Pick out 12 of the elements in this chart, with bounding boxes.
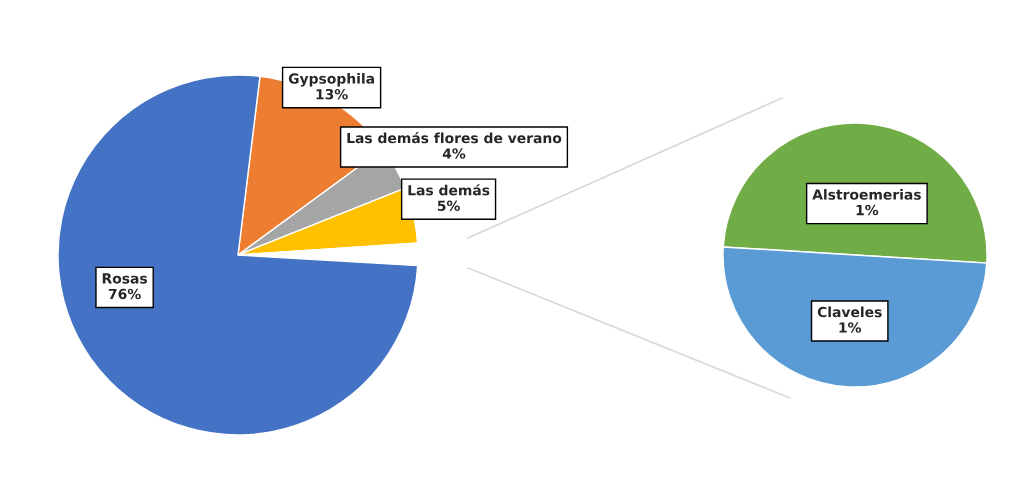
data-label: 5% (437, 200, 460, 212)
slice-label: Alstroemerias (812, 189, 921, 200)
slice-label: Claveles (817, 306, 882, 318)
data-label: 4% (442, 148, 466, 159)
slice-label: Gypsophila (288, 73, 374, 87)
data-label: 13% (316, 88, 348, 100)
data-label: 1% (839, 322, 862, 333)
slice-label: Rosas (102, 273, 148, 284)
slice-label: Las demás flores de verano (347, 131, 562, 144)
slice-label: Las demás (408, 184, 490, 196)
data-label: 1% (856, 204, 879, 216)
data-label: 76% (108, 288, 141, 300)
